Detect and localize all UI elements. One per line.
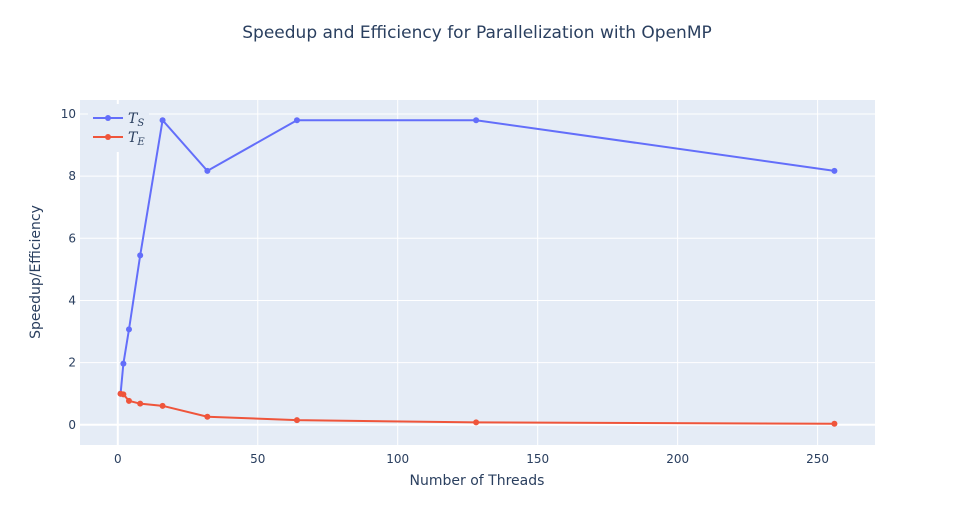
y-tick-label: 8 bbox=[68, 169, 76, 183]
data-point[interactable] bbox=[293, 417, 300, 424]
tick-labels: 0 50 100 150 200 250 0 2 4 6 8 10 bbox=[61, 107, 829, 466]
legend-item-e[interactable]: TE bbox=[93, 130, 145, 148]
legend-marker-swatch bbox=[105, 115, 111, 121]
y-tick-label: 6 bbox=[68, 231, 76, 245]
series-layer bbox=[117, 117, 838, 427]
y-tick-label: 10 bbox=[61, 107, 76, 121]
data-point[interactable] bbox=[159, 402, 166, 409]
x-tick-label: 150 bbox=[526, 452, 549, 466]
data-point[interactable] bbox=[293, 117, 300, 124]
data-point[interactable] bbox=[125, 397, 132, 404]
data-point[interactable] bbox=[204, 167, 211, 174]
data-point[interactable] bbox=[473, 419, 480, 426]
y-tick-label: 0 bbox=[68, 418, 76, 432]
y-tick-label: 2 bbox=[68, 356, 76, 370]
data-point[interactable] bbox=[473, 117, 480, 124]
data-point[interactable] bbox=[137, 400, 144, 407]
data-point[interactable] bbox=[125, 326, 132, 333]
x-tick-label: 250 bbox=[806, 452, 829, 466]
series-e bbox=[117, 390, 838, 427]
legend-marker-swatch bbox=[105, 134, 111, 140]
x-tick-label: 100 bbox=[386, 452, 409, 466]
data-point[interactable] bbox=[831, 420, 838, 427]
plot-background bbox=[80, 100, 875, 445]
x-tick-label: 200 bbox=[666, 452, 689, 466]
data-point[interactable] bbox=[159, 117, 166, 124]
legend-item-s[interactable]: TS bbox=[93, 111, 144, 129]
legend-label: TE bbox=[128, 130, 145, 148]
y-tick-label: 4 bbox=[68, 293, 76, 307]
legend-background bbox=[88, 104, 149, 152]
x-tick-label: 0 bbox=[114, 452, 122, 466]
data-point[interactable] bbox=[204, 413, 211, 420]
legend-label: TS bbox=[128, 111, 144, 129]
x-tick-label: 50 bbox=[250, 452, 265, 466]
y-axis-label: Speedup/Efficiency bbox=[28, 205, 44, 339]
data-point[interactable] bbox=[831, 167, 838, 174]
x-axis-label: Number of Threads bbox=[410, 473, 545, 489]
data-point[interactable] bbox=[120, 391, 127, 398]
data-point[interactable] bbox=[120, 360, 127, 367]
data-point[interactable] bbox=[137, 252, 144, 259]
chart-title: Speedup and Efficiency for Parallelizati… bbox=[242, 23, 711, 43]
